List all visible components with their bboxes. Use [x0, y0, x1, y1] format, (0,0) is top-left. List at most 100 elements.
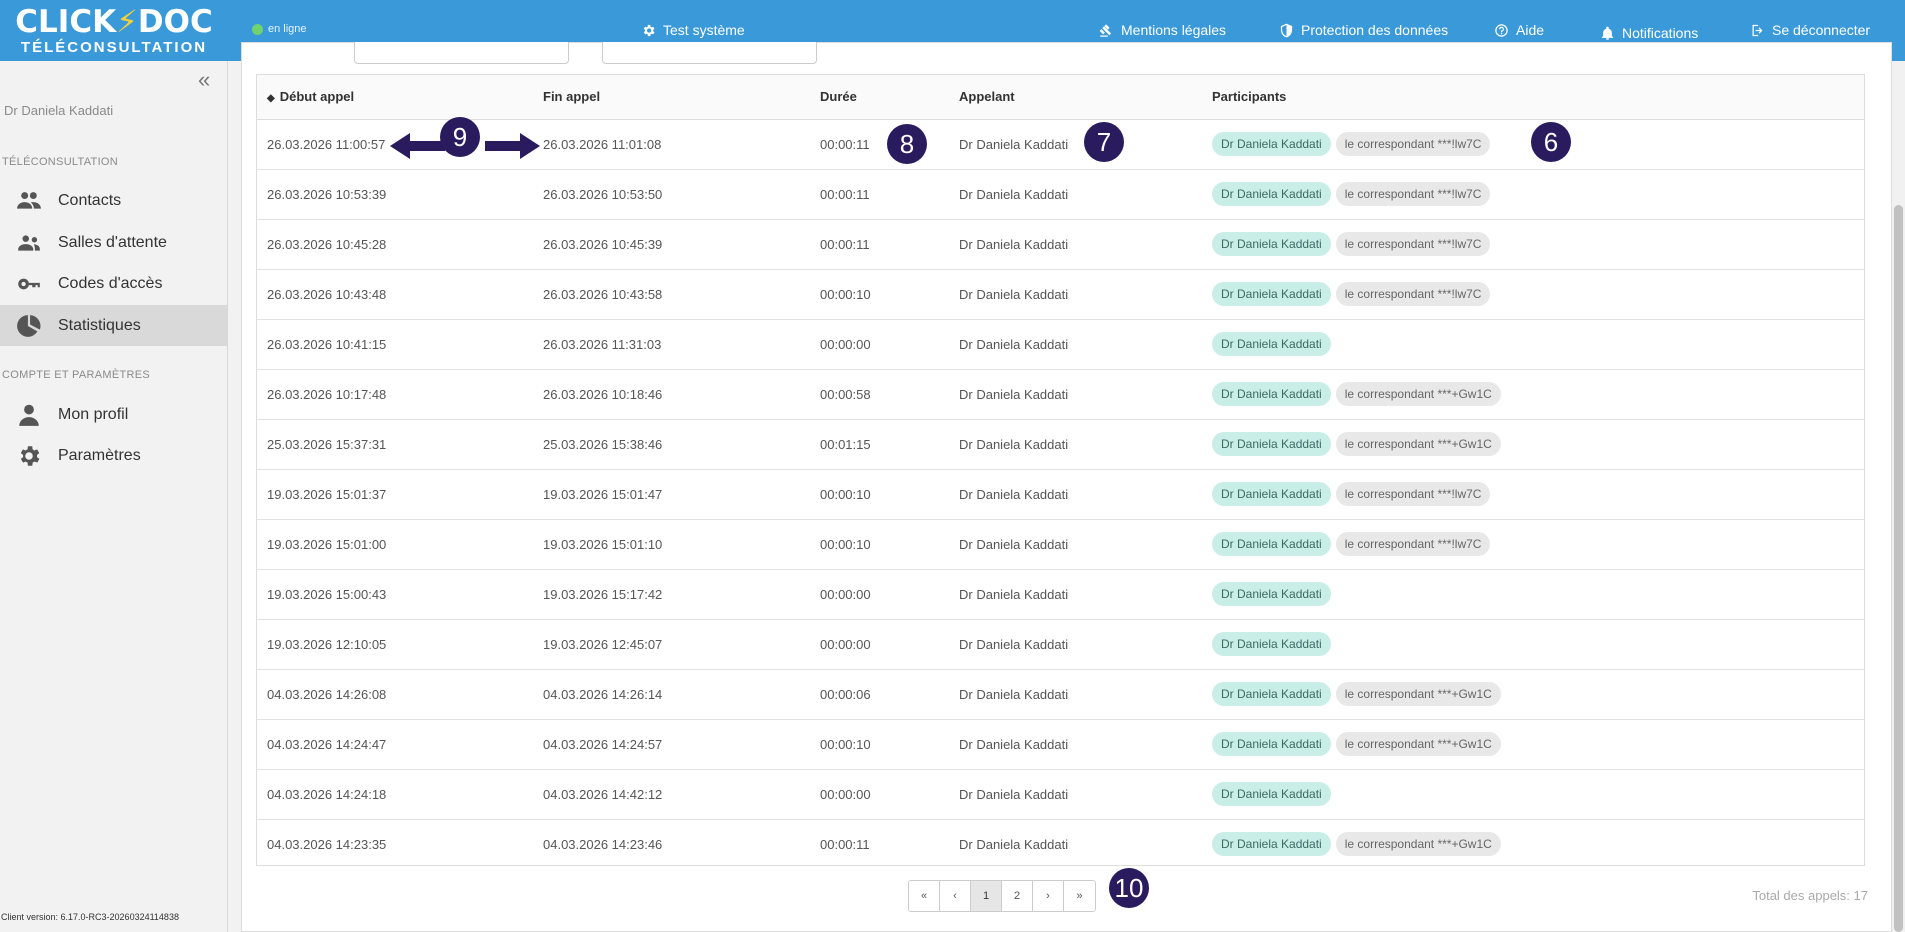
gear-icon	[643, 24, 655, 36]
cell-caller: Dr Daniela Kaddati	[949, 519, 1202, 570]
cell-end-time: 26.03.2026 10:43:58	[533, 269, 810, 320]
shield-icon	[1280, 23, 1293, 37]
cell-end-time: 04.03.2026 14:42:12	[533, 769, 810, 820]
cell-end-time: 19.03.2026 12:45:07	[533, 619, 810, 670]
table-row[interactable]: 19.03.2026 15:01:37 19.03.2026 15:01:47 00…	[257, 469, 1864, 520]
bell-icon	[1601, 26, 1614, 40]
cell-caller: Dr Daniela Kaddati	[949, 719, 1202, 770]
next-page-button[interactable]: ›	[1033, 881, 1064, 911]
cell-duration: 00:00:00	[810, 319, 949, 370]
sidebar-item-waiting-rooms[interactable]: Salles d'attente	[0, 222, 227, 263]
table-row[interactable]: 26.03.2026 10:45:28 26.03.2026 10:45:39 00…	[257, 219, 1864, 270]
cell-end-time: 04.03.2026 14:26:14	[533, 669, 810, 720]
cell-caller: Dr Daniela Kaddati	[949, 269, 1202, 320]
section-title-teleconsultation: TÉLÉCONSULTATION	[2, 156, 119, 168]
cell-start-time: 26.03.2026 10:43:48	[257, 269, 533, 320]
cell-end-time: 26.03.2026 10:45:39	[533, 219, 810, 270]
first-page-button[interactable]: «	[909, 881, 940, 911]
cell-participants: Dr Daniela Kaddati	[1202, 619, 1864, 670]
logout-icon	[1752, 24, 1763, 36]
participant-chip-correspondent: le correspondant ***+Gw1C	[1335, 682, 1501, 706]
notifications-link[interactable]: Notifications	[1600, 25, 1698, 41]
table-row[interactable]: 04.03.2026 14:24:47 04.03.2026 14:24:57 00…	[257, 719, 1864, 770]
logout-label: Se déconnecter	[1772, 22, 1871, 38]
cell-end-time: 26.03.2026 10:18:46	[533, 369, 810, 420]
cell-participants: Dr Daniela Kaddati le correspondant ***!l…	[1202, 169, 1864, 220]
sidebar-item-label: Mon profil	[58, 405, 129, 423]
sidebar-item-access-codes[interactable]: Codes d'accès	[0, 263, 227, 304]
table-row[interactable]: 25.03.2026 15:37:31 25.03.2026 15:38:46 00…	[257, 419, 1864, 470]
participant-chip-doctor: Dr Daniela Kaddati	[1212, 232, 1331, 256]
total-calls: Total des appels: 17	[1752, 888, 1868, 903]
cell-start-time: 26.03.2026 10:53:39	[257, 169, 533, 220]
previous-page-button[interactable]: ‹	[940, 881, 971, 911]
sidebar-item-profile[interactable]: Mon profil	[0, 394, 227, 435]
cell-end-time: 26.03.2026 11:01:08	[533, 119, 810, 170]
participant-chip-doctor: Dr Daniela Kaddati	[1212, 432, 1331, 456]
participant-chip-doctor: Dr Daniela Kaddati	[1212, 732, 1331, 756]
online-status: en ligne	[252, 23, 307, 35]
participant-chip-correspondent: le correspondant ***+Gw1C	[1335, 732, 1501, 756]
sidebar-item-settings[interactable]: Paramètres	[0, 435, 227, 476]
table-row[interactable]: 19.03.2026 15:00:43 19.03.2026 15:17:42 00…	[257, 569, 1864, 620]
cell-participants: Dr Daniela Kaddati le correspondant ***+G…	[1202, 419, 1864, 470]
participant-chip-correspondent: le correspondant ***!lw7C	[1335, 282, 1491, 306]
cell-caller: Dr Daniela Kaddati	[949, 319, 1202, 370]
logout-button[interactable]: Se déconnecter	[1750, 22, 1870, 38]
annotation-badge-9: 9	[440, 117, 480, 157]
participant-chip-correspondent: le correspondant ***!lw7C	[1335, 182, 1491, 206]
logo[interactable]: CLICK⚡DOC TÉLÉCONSULTATION	[0, 0, 228, 61]
table-row[interactable]: 26.03.2026 10:53:39 26.03.2026 10:53:50 00…	[257, 169, 1864, 220]
table-row[interactable]: 04.03.2026 14:26:08 04.03.2026 14:26:14 00…	[257, 669, 1864, 720]
column-header-participants: Participants	[1202, 75, 1864, 120]
table-row[interactable]: 04.03.2026 14:23:35 04.03.2026 14:23:46 00…	[257, 819, 1864, 869]
table-row[interactable]: 19.03.2026 12:10:05 19.03.2026 12:45:07 00…	[257, 619, 1864, 670]
cell-caller: Dr Daniela Kaddati	[949, 169, 1202, 220]
cell-start-time: 04.03.2026 14:24:47	[257, 719, 533, 770]
cell-caller: Dr Daniela Kaddati	[949, 219, 1202, 270]
table-row[interactable]: 04.03.2026 14:24:18 04.03.2026 14:42:12 00…	[257, 769, 1864, 820]
help-label: Aide	[1516, 22, 1545, 38]
participant-chip-correspondent: le correspondant ***+Gw1C	[1335, 432, 1501, 456]
table-row[interactable]: 26.03.2026 10:43:48 26.03.2026 10:43:58 00…	[257, 269, 1864, 320]
legal-notice-link[interactable]: Mentions légales	[1099, 22, 1226, 38]
cell-caller: Dr Daniela Kaddati	[959, 836, 1069, 852]
filter-input-end[interactable]	[602, 42, 817, 64]
last-page-button[interactable]: »	[1064, 881, 1095, 911]
participant-chip-doctor: Dr Daniela Kaddati	[1212, 832, 1331, 857]
gavel-icon	[1099, 23, 1112, 37]
cell-end-time: 25.03.2026 15:38:46	[533, 419, 810, 470]
filter-input-start[interactable]	[354, 42, 569, 64]
table-row[interactable]: 26.03.2026 10:41:15 26.03.2026 11:31:03 00…	[257, 319, 1864, 370]
cell-caller: Dr Daniela Kaddati	[949, 769, 1202, 820]
cell-duration: 00:00:11	[810, 169, 949, 220]
participant-chip-doctor: Dr Daniela Kaddati	[1212, 482, 1331, 506]
collapse-sidebar-button[interactable]: «	[198, 67, 211, 92]
annotation-badge-6: 6	[1531, 122, 1571, 162]
page-button-2[interactable]: 2	[1002, 881, 1033, 911]
logo-subtitle: TÉLÉCONSULTATION	[20, 38, 208, 56]
participant-chip-correspondent: le correspondant ***!lw7C	[1335, 232, 1491, 256]
sidebar-item-label: Codes d'accès	[58, 274, 163, 292]
cell-duration: 00:00:10	[810, 269, 949, 320]
table-row[interactable]: 26.03.2026 10:17:48 26.03.2026 10:18:46 00…	[257, 369, 1864, 420]
sidebar: « Dr Daniela Kaddati TÉLÉCONSULTATION Co…	[0, 61, 228, 932]
status-dot-icon	[252, 23, 263, 35]
participant-chip-doctor: Dr Daniela Kaddati	[1212, 332, 1331, 356]
sidebar-item-statistics[interactable]: Statistiques	[0, 305, 227, 346]
system-test-button[interactable]: Test système	[641, 22, 745, 38]
sidebar-item-contacts[interactable]: Contacts	[0, 180, 227, 221]
key-icon	[0, 271, 58, 297]
help-link[interactable]: Aide	[1494, 22, 1544, 38]
privacy-link[interactable]: Protection des données	[1279, 22, 1448, 38]
arrow-left-icon	[390, 133, 445, 159]
table-row[interactable]: 26.03.2026 11:00:57 26.03.2026 11:01:08 00…	[257, 119, 1864, 170]
table-row[interactable]: 19.03.2026 15:01:00 19.03.2026 15:01:10 00…	[257, 519, 1864, 570]
notifications-label: Notifications	[1622, 25, 1699, 41]
cell-participants: Dr Daniela Kaddati	[1202, 569, 1864, 620]
page-button-1[interactable]: 1	[971, 881, 1002, 911]
sidebar-item-label: Contacts	[58, 191, 122, 209]
page-scrollbar-thumb[interactable]	[1894, 205, 1903, 932]
participant-chip-correspondent: le correspondant ***!lw7C	[1335, 132, 1491, 156]
column-header-start[interactable]: ◆ Début appel	[257, 75, 533, 120]
